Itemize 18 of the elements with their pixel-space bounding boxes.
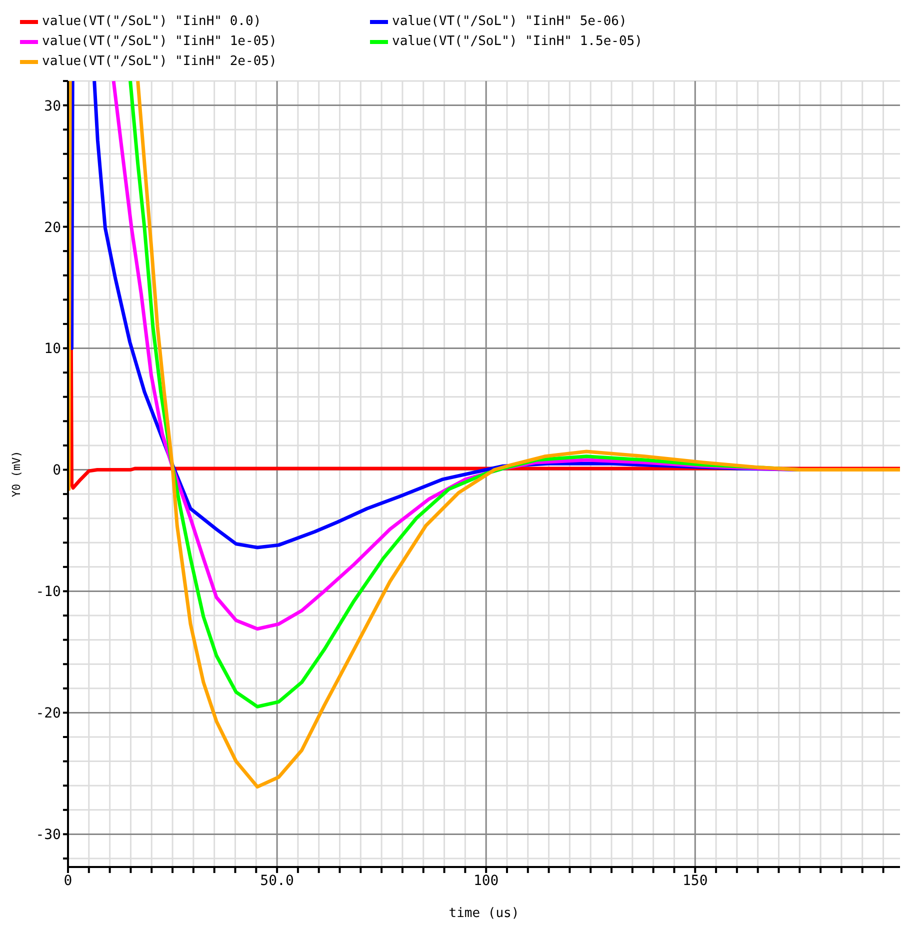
x-tick-label: 100 (473, 872, 499, 889)
x-tick-label: 0 (64, 872, 72, 889)
legend-label: value(VT("/SoL") "IinH" 5e-06) (392, 14, 627, 29)
y-tick-label: 0 (52, 462, 61, 479)
legend-label: value(VT("/SoL") "IinH" 1e-05) (42, 34, 277, 49)
legend-label: value(VT("/SoL") "IinH" 0.0) (42, 14, 262, 29)
y-tick-label: 10 (44, 341, 61, 358)
y-tick-label: 30 (44, 98, 61, 114)
y-tick-label: -10 (36, 584, 61, 600)
x-axis-title: time (us) (448, 906, 520, 921)
x-tick-label: 150 (682, 872, 708, 889)
y-tick-label: -20 (36, 706, 61, 722)
legend-label: value(VT("/SoL") "IinH" 1.5e-05) (392, 34, 642, 49)
x-tick-label: 50.0 (260, 872, 294, 889)
y-tick-label: -30 (36, 827, 61, 844)
legend-label: value(VT("/SoL") "IinH" 2e-05) (42, 54, 277, 69)
y-tick-label: 20 (44, 220, 61, 236)
y-axis-title: Y0 (mV) (10, 450, 23, 498)
